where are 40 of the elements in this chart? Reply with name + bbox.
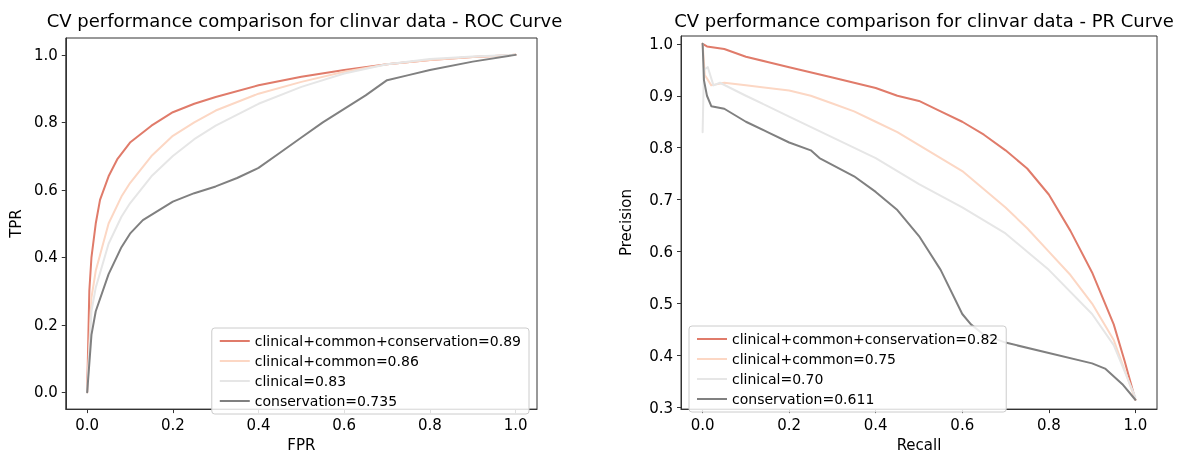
y-axis-title: Precision bbox=[616, 189, 635, 257]
x-tick-label: 0.4 bbox=[863, 415, 888, 434]
legend-label: conservation=0.735 bbox=[254, 393, 398, 409]
y-tick-label: 0.6 bbox=[649, 242, 673, 261]
y-tick-label: 0.4 bbox=[33, 248, 58, 267]
y-tick-label: 0.9 bbox=[649, 86, 673, 105]
legend-label: clinical=0.70 bbox=[732, 371, 824, 387]
x-tick-label: 1.0 bbox=[503, 415, 528, 434]
x-tick-label: 1.0 bbox=[1123, 415, 1148, 434]
y-tick-label: 0.8 bbox=[649, 138, 673, 157]
y-tick-label: 0.5 bbox=[649, 294, 673, 313]
chart-title: CV performance comparison for clinvar data - ROC Curve bbox=[46, 9, 563, 31]
y-tick-label: 0.8 bbox=[33, 113, 58, 132]
x-axis-title: Recall bbox=[896, 435, 942, 454]
y-tick-label: 0.7 bbox=[649, 190, 673, 209]
y-tick-label: 0.3 bbox=[649, 398, 673, 417]
y-tick-label: 0.4 bbox=[649, 346, 673, 365]
x-tick-label: 0.2 bbox=[160, 415, 185, 434]
chart-title: CV performance comparison for clinvar data - PR Curve bbox=[674, 9, 1174, 31]
x-tick-label: 0.4 bbox=[246, 415, 271, 434]
x-tick-label: 0.8 bbox=[1036, 415, 1061, 434]
y-tick-label: 1.0 bbox=[33, 45, 58, 64]
x-tick-label: 0.8 bbox=[417, 415, 442, 434]
x-tick-label: 0.6 bbox=[950, 415, 975, 434]
legend-label: clinical=0.83 bbox=[254, 373, 347, 389]
y-axis-title: TPR bbox=[6, 209, 25, 239]
y-tick-label: 0.2 bbox=[33, 315, 58, 334]
y-tick-label: 1.0 bbox=[649, 34, 673, 53]
x-axis-title: FPR bbox=[287, 435, 316, 454]
legend-label: clinical+common+conservation=0.82 bbox=[732, 331, 999, 347]
legend-label: clinical+common=0.86 bbox=[254, 353, 419, 369]
legend-label: conservation=0.611 bbox=[732, 391, 875, 407]
x-tick-label: 0.0 bbox=[75, 415, 100, 434]
y-tick-label: 0.0 bbox=[33, 383, 58, 402]
legend-label: clinical+common+conservation=0.89 bbox=[254, 333, 522, 349]
x-tick-label: 0.6 bbox=[332, 415, 357, 434]
x-tick-label: 0.2 bbox=[777, 415, 802, 434]
legend-label: clinical+common=0.75 bbox=[732, 351, 897, 367]
y-tick-label: 0.6 bbox=[33, 180, 58, 199]
x-tick-label: 0.0 bbox=[690, 415, 715, 434]
